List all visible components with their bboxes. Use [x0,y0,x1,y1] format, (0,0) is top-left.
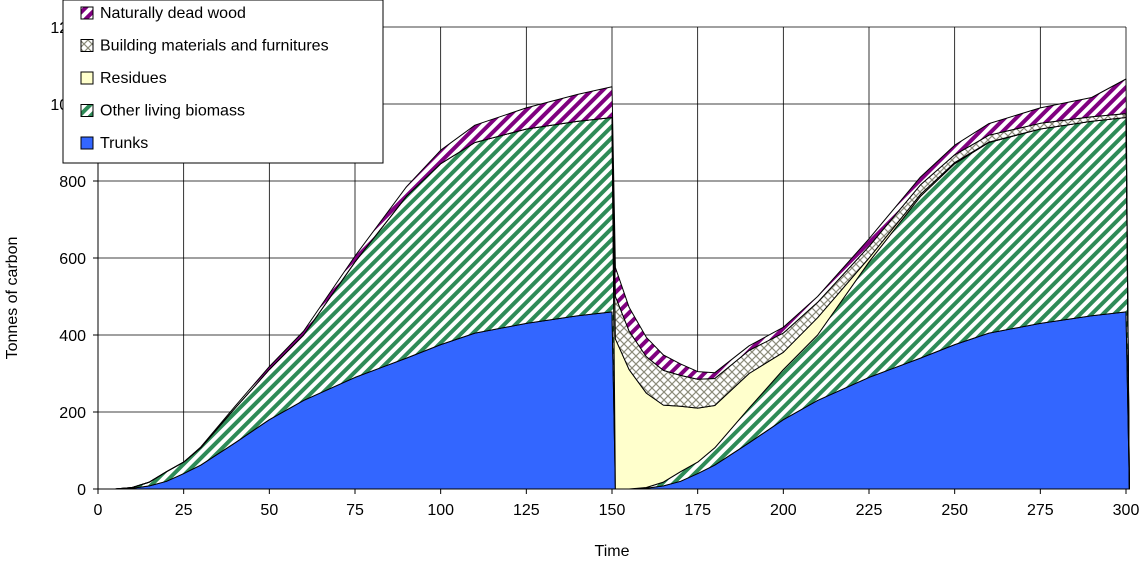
legend: Naturally dead wood Building materials an… [62,0,384,164]
x-tick-label: 225 [856,502,883,519]
legend-swatch-other-living-biomass [80,104,94,117]
x-tick-label: 50 [260,502,278,519]
y-tick-label: 0 [77,482,86,499]
legend-swatch-naturally-dead-wood [80,6,94,20]
x-tick-label: 75 [346,502,364,519]
legend-label-building-materials-and-furnitures: Building materials and furnitures [100,38,329,55]
x-tick-label: 300 [1113,502,1140,519]
x-tick-label: 25 [175,502,193,519]
x-tick-label: 100 [427,502,454,519]
x-tick-label: 200 [770,502,797,519]
legend-label-trunks: Trunks [100,135,148,152]
legend-box [62,0,384,164]
x-tick-label: 175 [684,502,711,519]
legend-swatch-trunks [80,136,94,150]
x-axis-label: Time [595,543,630,560]
y-tick-label: 400 [59,328,86,345]
x-tick-label: 250 [941,502,968,519]
legend-label-residues: Residues [100,70,167,87]
legend-swatch-building-materials-and-furnitures [80,39,94,52]
y-tick-label: 200 [59,405,86,422]
legend-label-naturally-dead-wood: Naturally dead wood [100,5,246,22]
legend-swatch-residues [80,71,94,85]
legend-label-other-living-biomass: Other living biomass [100,103,245,120]
area-naturally-dead-wood [97,78,1130,490]
y-tick-label: 600 [59,251,86,268]
x-tick-labels: 0 25 50 75 100 125 150 175 200 225 250 275 300 [94,502,1140,519]
x-tick-label: 150 [599,502,626,519]
x-tick-label: 125 [513,502,540,519]
y-tick-label: 800 [59,174,86,191]
x-tick-label: 275 [1027,502,1054,519]
y-axis-label: Tonnes of carbon [4,237,21,360]
x-tick-label: 0 [94,502,103,519]
